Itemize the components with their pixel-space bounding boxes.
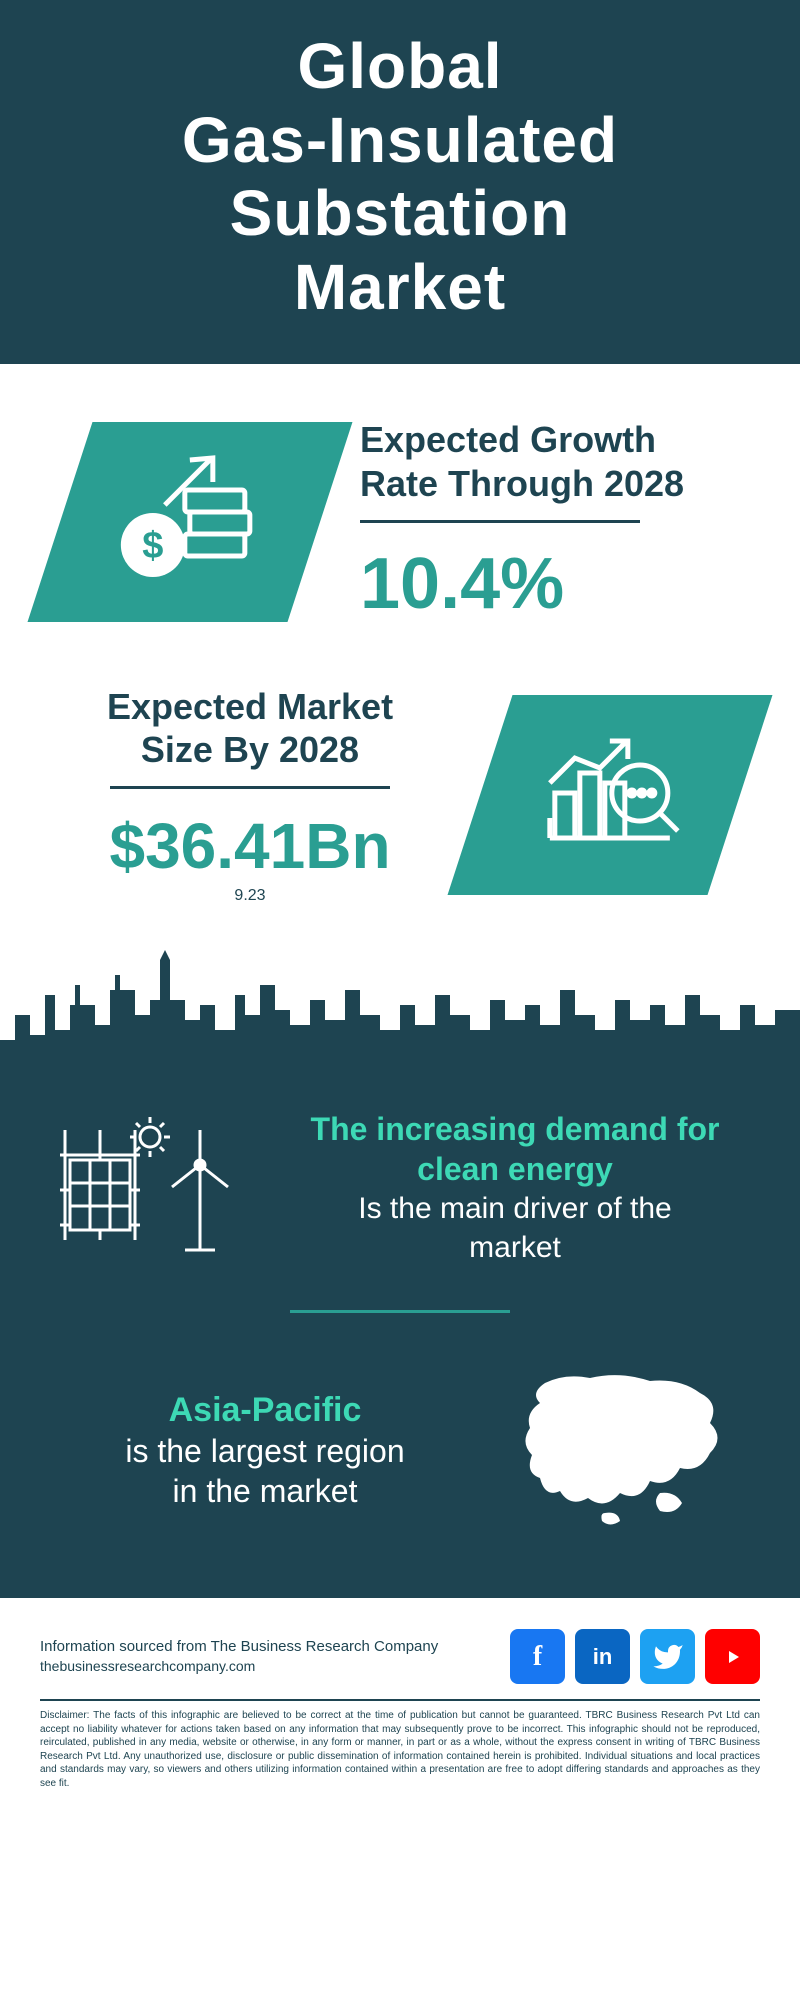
- growth-value: 10.4%: [360, 543, 740, 625]
- youtube-icon[interactable]: [705, 1629, 760, 1684]
- money-growth-icon: $: [115, 449, 265, 589]
- section-divider: [290, 1310, 510, 1313]
- size-section: Expected Market Size By 2028 $36.41Bn 9.…: [0, 655, 800, 945]
- disclaimer-section: Disclaimer: The facts of this infographi…: [0, 1699, 800, 1810]
- infographic-container: Global Gas-Insulated Substation Market: [0, 0, 800, 1810]
- main-title: Global Gas-Insulated Substation Market: [20, 30, 780, 324]
- growth-label: Expected Growth Rate Through 2028: [360, 418, 740, 504]
- footer-bar: Information sourced from The Business Re…: [0, 1598, 800, 1699]
- region-headline: Asia-Pacific: [60, 1390, 470, 1431]
- facebook-icon[interactable]: f: [510, 1629, 565, 1684]
- asia-map-icon: [510, 1363, 740, 1538]
- region-text-block: Asia-Pacific is the largest region in th…: [60, 1390, 470, 1511]
- header-banner: Global Gas-Insulated Substation Market: [0, 0, 800, 368]
- svg-text:$: $: [142, 524, 163, 566]
- growth-divider: [360, 520, 640, 523]
- size-value: $36.41Bn: [60, 809, 440, 883]
- clean-energy-icon: [60, 1105, 250, 1270]
- region-subtext: is the largest region in the market: [60, 1431, 470, 1511]
- size-icon-shape: [448, 695, 773, 895]
- linkedin-icon[interactable]: in: [575, 1629, 630, 1684]
- twitter-icon[interactable]: [640, 1629, 695, 1684]
- social-icons-row: f in: [510, 1629, 760, 1684]
- growth-section: $ Expected Growth Rate Through 2028 10.4…: [0, 368, 800, 654]
- size-divider: [110, 786, 390, 789]
- driver-subtext: Is the main driver of the market: [290, 1189, 740, 1267]
- city-skyline-icon: [0, 945, 800, 1075]
- size-label: Expected Market Size By 2028: [60, 685, 440, 771]
- driver-row: The increasing demand for clean energy I…: [60, 1105, 740, 1270]
- footer-source: Information sourced from The Business Re…: [40, 1636, 438, 1677]
- size-subvalue: 9.23: [60, 887, 440, 905]
- disclaimer-text: Disclaimer: The facts of this infographi…: [40, 1709, 760, 1790]
- region-row: Asia-Pacific is the largest region in th…: [60, 1363, 740, 1538]
- driver-headline: The increasing demand for clean energy: [290, 1109, 740, 1189]
- growth-text-block: Expected Growth Rate Through 2028 10.4%: [360, 418, 740, 624]
- analytics-search-icon: [530, 722, 690, 862]
- growth-icon-shape: $: [28, 422, 353, 622]
- dark-info-section: The increasing demand for clean energy I…: [0, 1075, 800, 1598]
- size-text-block: Expected Market Size By 2028 $36.41Bn 9.…: [60, 685, 440, 905]
- driver-text-block: The increasing demand for clean energy I…: [290, 1109, 740, 1267]
